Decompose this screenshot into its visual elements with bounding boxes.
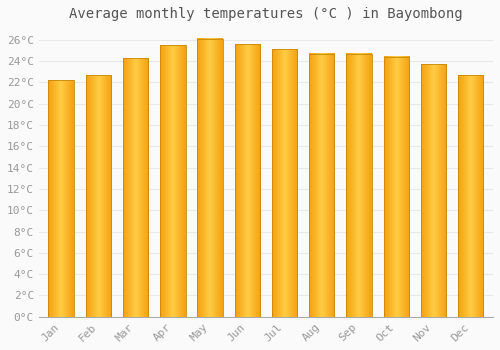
Bar: [198, 38, 222, 317]
Bar: [86, 75, 111, 317]
Bar: [346, 54, 372, 317]
Bar: [272, 49, 297, 317]
Bar: [309, 54, 334, 317]
Title: Average monthly temperatures (°C ) in Bayombong: Average monthly temperatures (°C ) in Ba…: [69, 7, 462, 21]
Bar: [123, 58, 148, 317]
Bar: [160, 45, 186, 317]
Bar: [48, 80, 74, 317]
Bar: [421, 64, 446, 317]
Bar: [234, 44, 260, 317]
Bar: [384, 57, 409, 317]
Bar: [458, 75, 483, 317]
